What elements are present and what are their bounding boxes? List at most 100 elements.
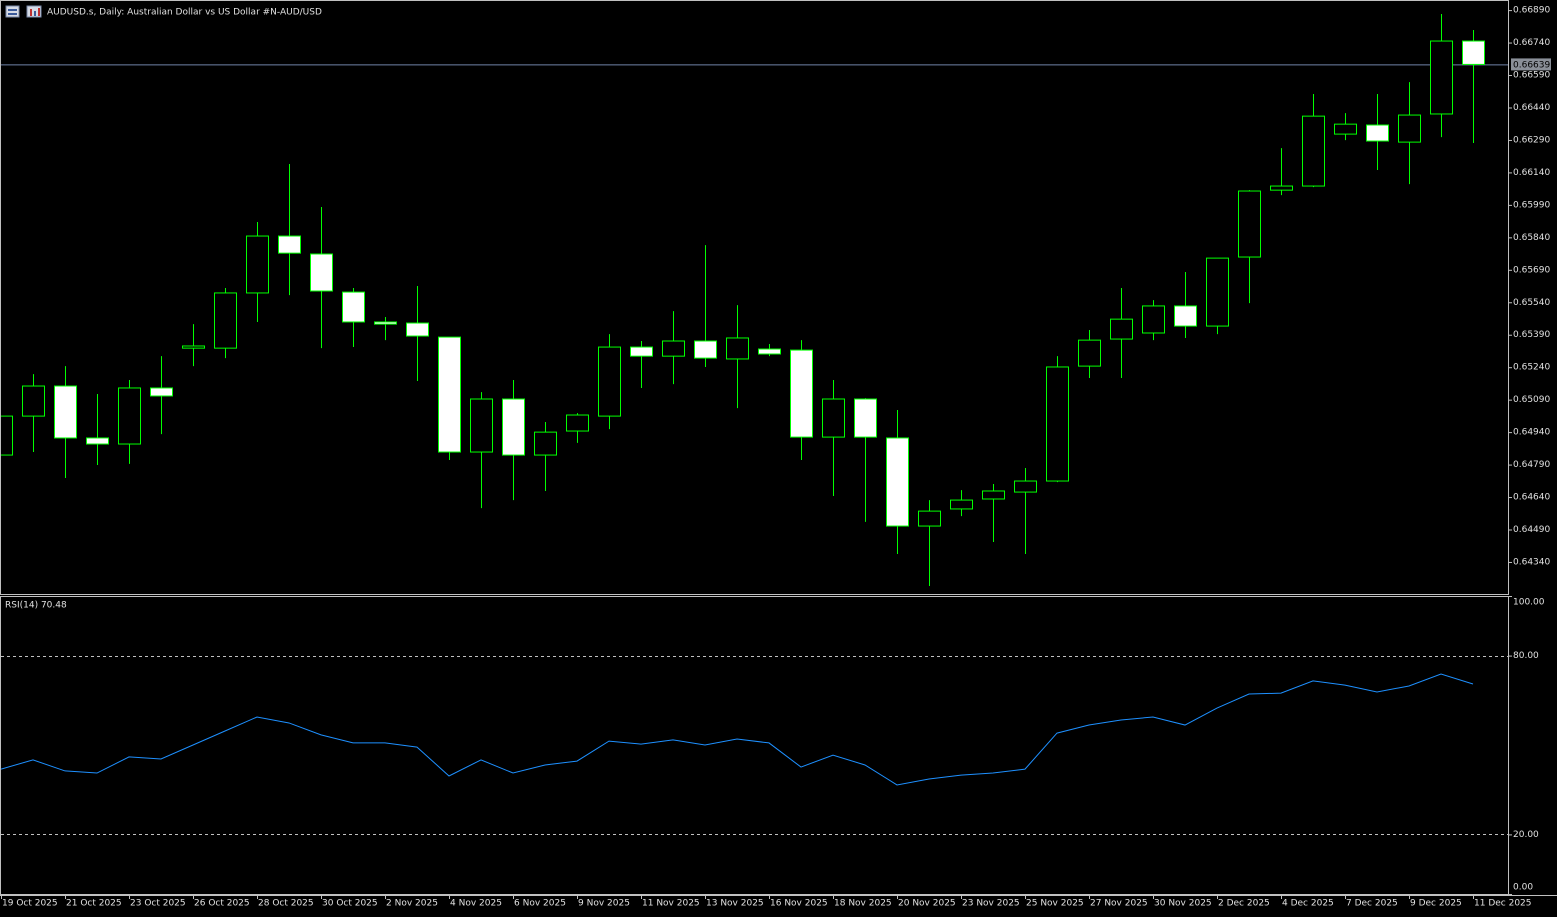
candle-body xyxy=(758,348,781,355)
candle-body xyxy=(1,415,13,456)
candle-body xyxy=(534,431,557,456)
chart-title: AUDUSD.s, Daily: Australian Dollar vs US… xyxy=(47,8,322,18)
candle-body xyxy=(374,321,397,325)
candle-body xyxy=(502,398,525,456)
indicator-title: RSI(14) 70.48 xyxy=(5,601,67,611)
x-tick-label: 11 Nov 2025 xyxy=(642,899,700,909)
x-tick-label: 26 Oct 2025 xyxy=(194,899,250,909)
candle-body xyxy=(694,340,717,359)
candle-body xyxy=(86,437,109,445)
candle-body xyxy=(822,398,845,438)
x-tick-label: 2 Nov 2025 xyxy=(386,899,438,909)
y-tick-label: 0.64490 xyxy=(1513,525,1550,535)
candle-body xyxy=(1238,190,1261,258)
rsi-pane xyxy=(0,596,1509,895)
candle-body xyxy=(1334,123,1357,135)
candle-body xyxy=(630,346,653,357)
y-tick-label: 0.66440 xyxy=(1513,103,1550,113)
y-tick-label: 100.00 xyxy=(1513,598,1545,608)
candle-body xyxy=(1270,185,1293,191)
x-tick-label: 11 Dec 2025 xyxy=(1474,899,1532,909)
candle-body xyxy=(1366,124,1389,142)
candle-body xyxy=(1174,305,1197,327)
candle-body xyxy=(470,398,493,453)
candle-body xyxy=(950,499,973,510)
rsi-line xyxy=(1,673,1474,786)
candle-body xyxy=(1302,115,1325,187)
candle-body xyxy=(1014,480,1037,493)
candle-body xyxy=(406,322,429,337)
x-tick-label: 21 Oct 2025 xyxy=(66,899,122,909)
candle-body xyxy=(1142,305,1165,334)
x-tick-label: 4 Dec 2025 xyxy=(1282,899,1334,909)
candle-body xyxy=(982,490,1005,500)
x-tick-label: 6 Nov 2025 xyxy=(514,899,566,909)
y-tick-label: 0.65690 xyxy=(1513,265,1550,275)
plot-area xyxy=(1,13,1508,586)
candle-body xyxy=(566,414,589,432)
candle-body xyxy=(342,291,365,323)
candle-body xyxy=(1110,318,1133,340)
y-tick-label: 0.64640 xyxy=(1513,493,1550,503)
candle-body xyxy=(886,437,909,527)
candle-body xyxy=(22,385,45,417)
y-tick-label: 0.64340 xyxy=(1513,557,1550,567)
candle-body xyxy=(1398,114,1421,143)
plot-area xyxy=(1,656,1508,835)
x-tick-label: 30 Nov 2025 xyxy=(1154,899,1212,909)
x-tick-label: 20 Nov 2025 xyxy=(898,899,956,909)
candle-body xyxy=(1462,40,1485,65)
x-tick-label: 28 Oct 2025 xyxy=(258,899,314,909)
x-tick-label: 9 Dec 2025 xyxy=(1410,899,1462,909)
y-tick-label: 80.00 xyxy=(1513,651,1539,661)
candle-body xyxy=(150,387,173,397)
y-tick-label: 0.66290 xyxy=(1513,135,1550,145)
y-tick-label: 0.66890 xyxy=(1513,6,1550,16)
y-tick-label: 0.00 xyxy=(1513,883,1533,893)
candle-body xyxy=(790,349,813,438)
y-tick-label: 0.64940 xyxy=(1513,428,1550,438)
y-tick-label: 0.66740 xyxy=(1513,38,1550,48)
x-tick-label: 7 Dec 2025 xyxy=(1346,899,1398,909)
x-tick-label: 2 Dec 2025 xyxy=(1218,899,1270,909)
x-tick-label: 25 Nov 2025 xyxy=(1026,899,1084,909)
candle-body xyxy=(54,385,77,439)
candle-body xyxy=(438,336,461,453)
candle-body xyxy=(246,235,269,294)
candle-body xyxy=(1430,40,1453,115)
y-tick-label: 0.65990 xyxy=(1513,200,1550,210)
candle-body xyxy=(214,292,237,349)
y-tick-label: 0.65090 xyxy=(1513,395,1550,405)
y-tick-label: 0.66590 xyxy=(1513,71,1550,81)
x-tick-label: 27 Nov 2025 xyxy=(1090,899,1148,909)
candle-body xyxy=(1046,366,1069,482)
x-tick-label: 4 Nov 2025 xyxy=(450,899,502,909)
y-tick-label: 0.65390 xyxy=(1513,330,1550,340)
y-tick-label: 0.66140 xyxy=(1513,168,1550,178)
main-pane xyxy=(0,0,1509,595)
current-price-label: 0.66639 xyxy=(1513,60,1550,70)
candle-body xyxy=(854,398,877,438)
candle-body xyxy=(118,387,141,445)
current-price-box xyxy=(1511,58,1551,71)
toolbar-icons xyxy=(5,5,42,18)
y-tick-label: 20.00 xyxy=(1513,830,1539,840)
y-tick-label: 0.65540 xyxy=(1513,298,1550,308)
x-tick-label: 23 Oct 2025 xyxy=(130,899,186,909)
candle-body xyxy=(598,346,621,417)
x-tick-label: 18 Nov 2025 xyxy=(834,899,892,909)
x-tick-label: 13 Nov 2025 xyxy=(706,899,764,909)
candle-body xyxy=(662,340,685,357)
y-tick-label: 0.64790 xyxy=(1513,460,1550,470)
x-tick-label: 19 Oct 2025 xyxy=(2,899,58,909)
candle-body xyxy=(918,510,941,527)
y-tick-label: 0.65840 xyxy=(1513,233,1550,243)
x-tick-label: 23 Nov 2025 xyxy=(962,899,1020,909)
candle-body xyxy=(726,337,749,360)
x-tick-label: 16 Nov 2025 xyxy=(770,899,828,909)
y-tick-label: 0.65240 xyxy=(1513,363,1550,373)
candle-body xyxy=(182,345,205,349)
x-tick-label: 9 Nov 2025 xyxy=(578,899,630,909)
